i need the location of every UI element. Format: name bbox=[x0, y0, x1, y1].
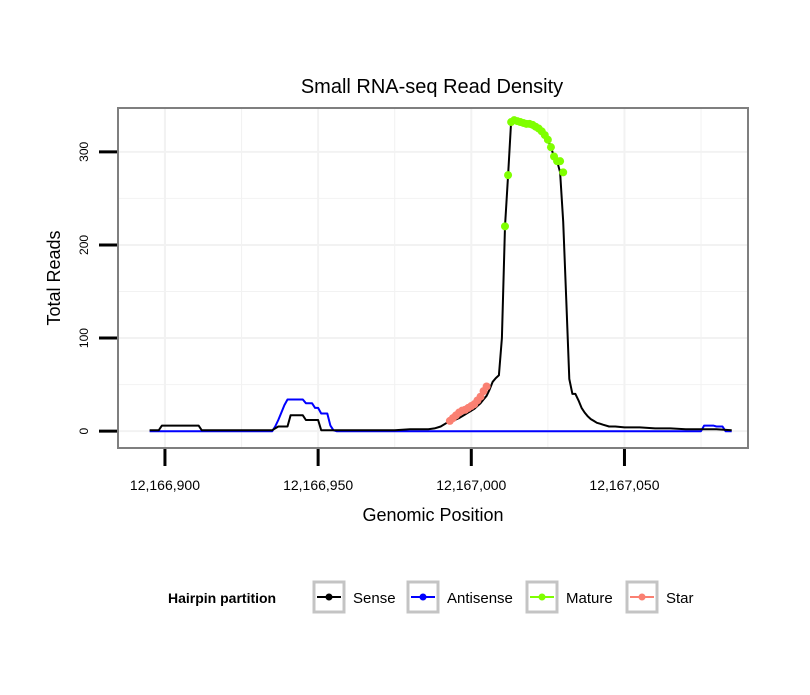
legend-item-star: Star bbox=[625, 580, 694, 614]
legend-label-sense: Sense bbox=[353, 590, 396, 607]
data-point-mature bbox=[559, 168, 568, 177]
series-lines bbox=[149, 119, 732, 433]
legend-item-mature: Mature bbox=[525, 580, 613, 614]
legend-label-mature: Mature bbox=[566, 590, 613, 607]
y-tick-label: 200 bbox=[77, 235, 91, 255]
data-point-mature bbox=[543, 135, 552, 144]
data-point-mature bbox=[504, 171, 513, 180]
legend-key-point bbox=[325, 593, 333, 601]
data-point-mature bbox=[500, 222, 509, 231]
x-tick-label: 12,166,950 bbox=[283, 477, 353, 493]
legend-title: Hairpin partition bbox=[168, 590, 276, 606]
chart-title: Small RNA-seq Read Density bbox=[301, 76, 563, 98]
legend-key-point bbox=[638, 593, 646, 601]
data-point-mature bbox=[546, 143, 555, 152]
y-axis-title: Total Reads bbox=[44, 230, 64, 325]
series-points bbox=[445, 116, 568, 425]
series-line-antisense bbox=[149, 398, 732, 433]
plot-panel bbox=[117, 107, 749, 449]
legend-item-sense: Sense bbox=[312, 580, 396, 614]
legend-label-star: Star bbox=[666, 590, 694, 607]
series-line-sense bbox=[149, 119, 732, 432]
legend-key-point bbox=[538, 593, 546, 601]
legend-label-antisense: Antisense bbox=[447, 590, 513, 607]
x-tick-label: 12,166,900 bbox=[130, 477, 200, 493]
legend-key-point bbox=[419, 593, 427, 601]
data-point-mature bbox=[556, 157, 565, 166]
y-tick-label: 100 bbox=[77, 328, 91, 348]
x-axis-title: Genomic Position bbox=[362, 505, 503, 525]
legend: Hairpin partition Sense Antisense Mature St… bbox=[168, 580, 694, 614]
x-tick-label: 12,167,050 bbox=[589, 477, 659, 493]
x-axis: 12,166,900 12,166,950 12,167,000 12,167,050 bbox=[130, 449, 660, 493]
y-tick-label: 300 bbox=[77, 141, 91, 161]
y-axis: 0 100 200 300 bbox=[77, 141, 117, 435]
y-tick-label: 0 bbox=[77, 428, 91, 435]
legend-item-antisense: Antisense bbox=[406, 580, 513, 614]
data-point-star bbox=[482, 382, 491, 391]
x-tick-label: 12,167,000 bbox=[436, 477, 506, 493]
